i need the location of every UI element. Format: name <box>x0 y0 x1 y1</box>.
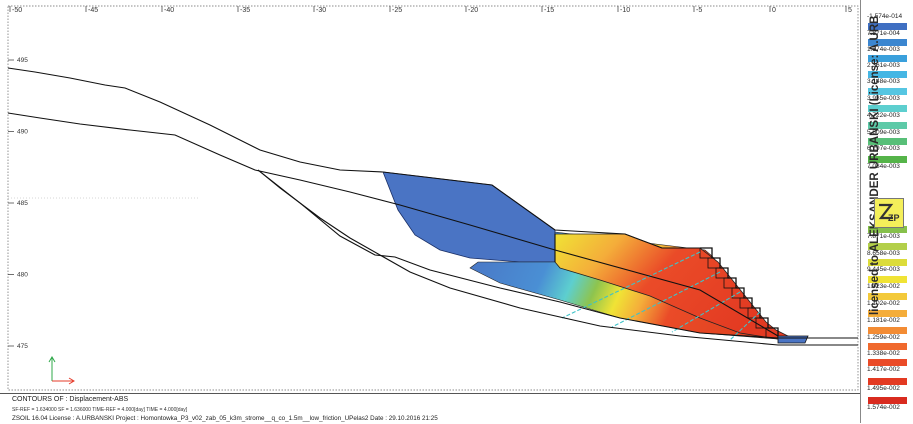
x-tick-label: -35 <box>240 7 250 14</box>
footer-params: SF-REF = 1.634000 SF = 1.636000 TIME-REF… <box>12 407 187 413</box>
legend-swatch <box>868 378 907 385</box>
x-tick-label: -20 <box>468 7 478 14</box>
x-tick-label: 5 <box>848 7 852 14</box>
ground-surface-line <box>8 68 700 248</box>
axes-triad <box>49 357 74 384</box>
logo-text: ZP <box>888 213 900 223</box>
logo-mark: ZP <box>876 201 902 225</box>
legend-label: 1.417e-002 <box>867 366 900 373</box>
legend-label: 1.338e-002 <box>867 350 900 357</box>
y-tick-label: 495 <box>17 57 28 64</box>
license-watermark: licensed to ALEKSANDER URBANSKI (License… <box>863 15 885 315</box>
footer-title: CONTOURS OF : Displacement-ABS <box>12 396 128 403</box>
y-axis: 495 490 485 480 475 <box>8 57 28 350</box>
y-tick-label: 480 <box>17 272 28 279</box>
toe-block <box>778 336 808 343</box>
zsoil-logo: ZP <box>874 198 904 228</box>
x-tick-label: -15 <box>544 7 554 14</box>
blue-displacement-zone <box>383 172 555 262</box>
x-tick-label: -30 <box>316 7 326 14</box>
legend-swatch <box>868 343 907 350</box>
legend-label: 1.495e-002 <box>867 385 900 392</box>
x-tick-label: 0 <box>772 7 776 14</box>
legend-swatch <box>868 359 907 366</box>
footer-project-info: ZSOIL 16.04 License : A.URBANSKI Project… <box>12 415 438 422</box>
x-tick-label: -45 <box>88 7 98 14</box>
legend-swatch <box>868 327 907 334</box>
legend-label: 1.181e-002 <box>867 317 900 324</box>
x-axis: -50 -45 -40 -35 -30 -25 -20 -15 -10 -5 0 5 <box>10 6 852 14</box>
legend-label: 1.259e-002 <box>867 334 900 341</box>
x-tick-label: -10 <box>620 7 630 14</box>
legend-label: 1.574e-002 <box>867 404 900 411</box>
footer-info: CONTOURS OF : Displacement-ABS SF-REF = … <box>0 393 860 424</box>
contour-plot: -50 -45 -40 -35 -30 -25 -20 -15 -10 -5 0 5 49549048… <box>0 0 860 393</box>
x-tick-label: -25 <box>392 7 402 14</box>
x-tick-label: -40 <box>164 7 174 14</box>
y-tick-label: 475 <box>17 343 28 350</box>
x-tick-label: -50 <box>12 7 22 14</box>
y-tick-label: 485 <box>17 200 28 207</box>
license-text: licensed to ALEKSANDER URBANSKI (License… <box>869 15 881 315</box>
x-tick-label: -5 <box>696 7 702 14</box>
y-tick-label: 490 <box>17 129 28 136</box>
legend-swatch <box>868 397 907 404</box>
